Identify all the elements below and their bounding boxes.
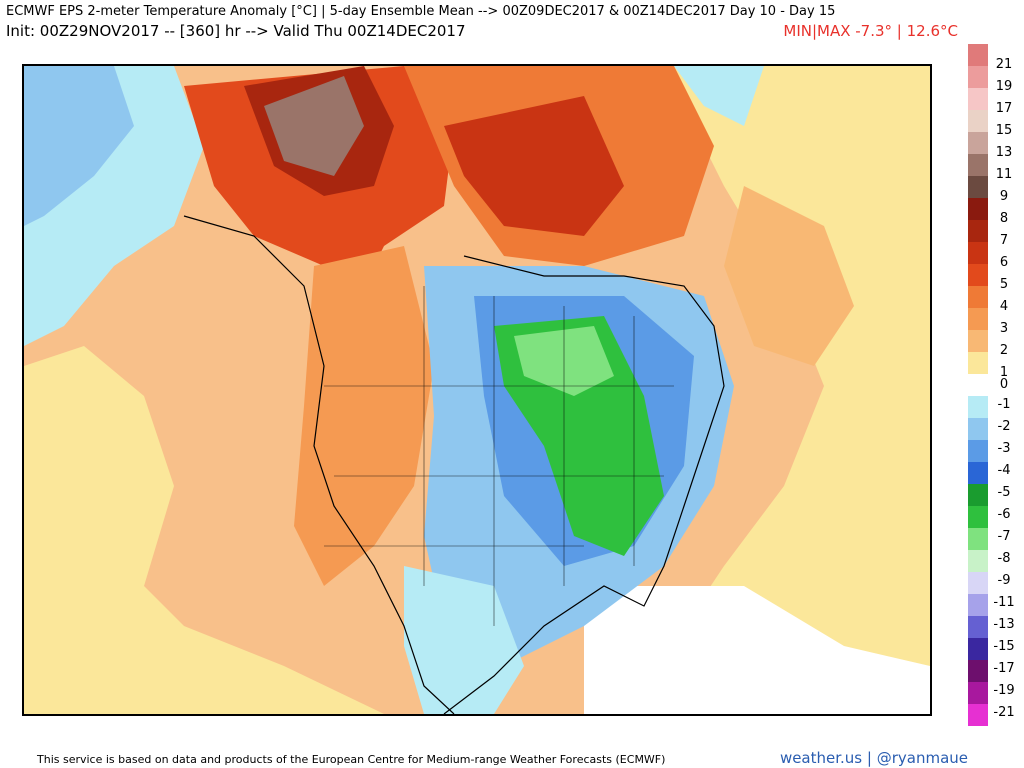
legend-label: -5 (997, 485, 1011, 500)
legend-swatch (968, 704, 988, 726)
western-us-warm (294, 246, 434, 586)
legend-swatch (968, 484, 988, 506)
legend-swatch (968, 242, 988, 264)
legend-label: 21 (995, 57, 1013, 72)
legend-swatch (968, 44, 988, 66)
west-coastline (183, 215, 455, 714)
legend-label: -8 (997, 551, 1011, 566)
legend-swatch (968, 330, 988, 352)
legend-swatch (968, 528, 988, 550)
labrador-sea-warm (724, 186, 854, 366)
legend-label: 15 (995, 123, 1013, 138)
legend-swatch (968, 110, 988, 132)
legend-swatch (968, 550, 988, 572)
legend-swatch (968, 616, 988, 638)
legend-label: 4 (999, 299, 1009, 314)
legend-swatch (968, 418, 988, 440)
legend-swatch (968, 154, 988, 176)
legend-label: -13 (993, 617, 1015, 632)
legend-swatch (968, 66, 988, 88)
legend-label: -9 (997, 573, 1011, 588)
legend-swatch (968, 88, 988, 110)
legend-label: 6 (999, 255, 1009, 270)
legend-label: 19 (995, 79, 1013, 94)
legend-label: 1 (999, 365, 1009, 380)
legend-swatch (968, 286, 988, 308)
greenland-sea-cool (674, 66, 764, 126)
legend-swatch (968, 198, 988, 220)
legend-label: 5 (999, 277, 1009, 292)
legend-label: 17 (995, 101, 1013, 116)
legend-label: 3 (999, 321, 1009, 336)
legend-label: -15 (993, 639, 1015, 654)
legend-swatch (968, 572, 988, 594)
legend-label: -7 (997, 529, 1011, 544)
legend-label: 13 (995, 145, 1013, 160)
map-title: ECMWF EPS 2-meter Temperature Anomaly [°… (6, 4, 836, 19)
legend-label: 0 (999, 377, 1009, 392)
legend-swatch (968, 176, 988, 198)
legend-swatch (968, 440, 988, 462)
east-pacific-pale-band (24, 546, 384, 714)
yukon-extreme-core (264, 76, 364, 176)
pacific-cold-core (24, 66, 134, 226)
legend-swatch (968, 220, 988, 242)
legend-label: -6 (997, 507, 1011, 522)
legend-swatch (968, 132, 988, 154)
state-province-borders (324, 286, 674, 626)
legend-label: -3 (997, 441, 1011, 456)
atlantic-pale-zone (664, 66, 930, 714)
map-canvas (24, 66, 930, 714)
legend-swatch (968, 352, 988, 374)
legend-swatch (968, 462, 988, 484)
legend-swatch (968, 374, 988, 396)
legend-swatch (968, 594, 988, 616)
legend-swatch (968, 396, 988, 418)
legend-label: -17 (993, 661, 1015, 676)
legend-swatch (968, 660, 988, 682)
temperature-anomaly-map (22, 64, 932, 716)
legend-label: -1 (997, 397, 1011, 412)
legend-label: -4 (997, 463, 1011, 478)
east-coastline (443, 255, 725, 714)
brand-link[interactable]: weather.us | @ryanmaue (779, 749, 968, 767)
legend-label: 9 (999, 189, 1009, 204)
caribbean-neutral (584, 586, 930, 714)
legend-label: 8 (999, 211, 1009, 226)
legend-swatch (968, 308, 988, 330)
legend-swatch (968, 682, 988, 704)
legend-swatch (968, 264, 988, 286)
init-valid-line: Init: 00Z29NOV2017 -- [360] hr --> Valid… (6, 22, 466, 40)
legend-label: 11 (995, 167, 1013, 182)
legend-label: -11 (993, 595, 1015, 610)
legend-label: 2 (999, 343, 1009, 358)
ecmwf-disclaimer: This service is based on data and produc… (37, 753, 666, 766)
legend-swatch (968, 506, 988, 528)
legend-label: -21 (993, 705, 1015, 720)
legend-swatch (968, 638, 988, 660)
legend-label: 7 (999, 233, 1009, 248)
legend-label: -19 (993, 683, 1015, 698)
nunavut-warm-core (444, 96, 624, 236)
min-max-readout: MIN|MAX -7.3° | 12.6°C (783, 22, 958, 40)
legend-label: -2 (997, 419, 1011, 434)
